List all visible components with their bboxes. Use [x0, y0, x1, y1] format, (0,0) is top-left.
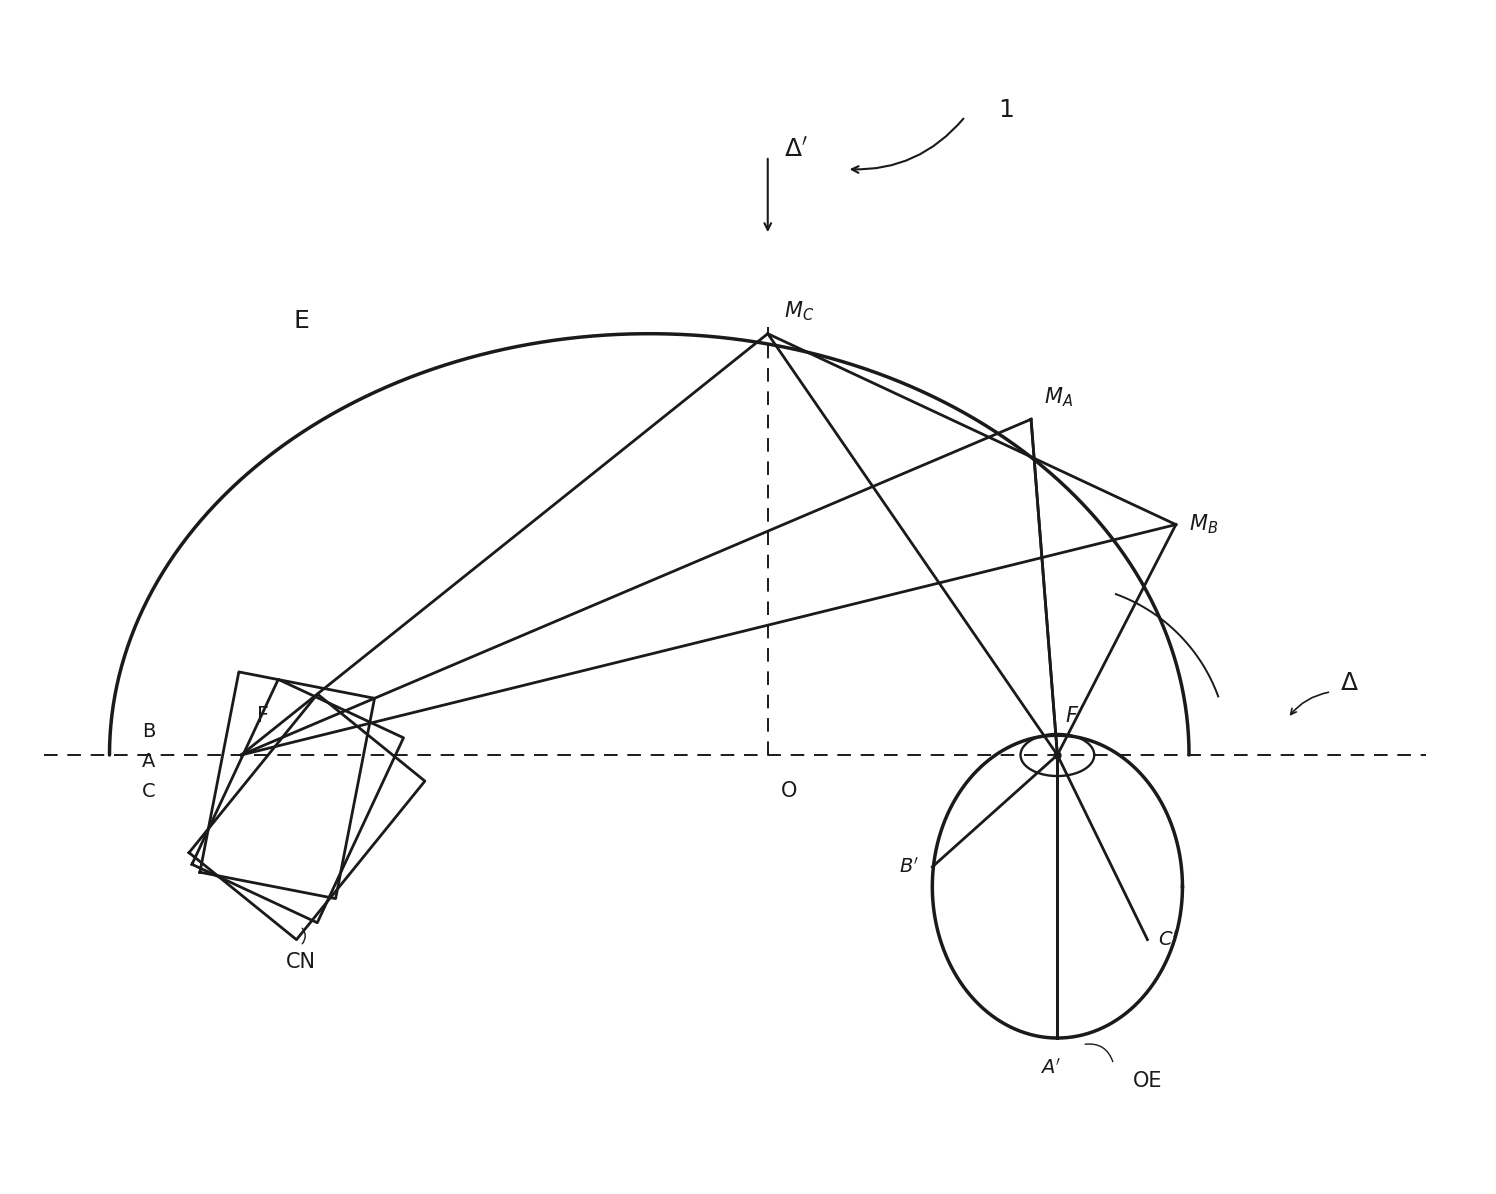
Text: E: E [293, 308, 310, 333]
Text: $\Delta'$: $\Delta'$ [784, 137, 808, 161]
Text: $F'$: $F'$ [1065, 704, 1085, 726]
Text: CN: CN [286, 953, 316, 972]
Text: A: A [142, 752, 156, 771]
Text: $M_B$: $M_B$ [1189, 512, 1218, 536]
Text: $B'$: $B'$ [899, 857, 919, 876]
Text: 1: 1 [998, 98, 1014, 122]
Text: C: C [142, 782, 156, 801]
Text: $A'$: $A'$ [1040, 1058, 1062, 1078]
Text: $C'$: $C'$ [1158, 930, 1179, 949]
Text: F: F [257, 706, 269, 726]
Text: OE: OE [1132, 1071, 1162, 1091]
Text: O: O [781, 781, 797, 801]
Text: $\Delta$: $\Delta$ [1340, 671, 1360, 695]
Text: $M_C$: $M_C$ [784, 300, 814, 324]
Text: B: B [142, 722, 156, 740]
Text: $M_A$: $M_A$ [1044, 386, 1073, 408]
